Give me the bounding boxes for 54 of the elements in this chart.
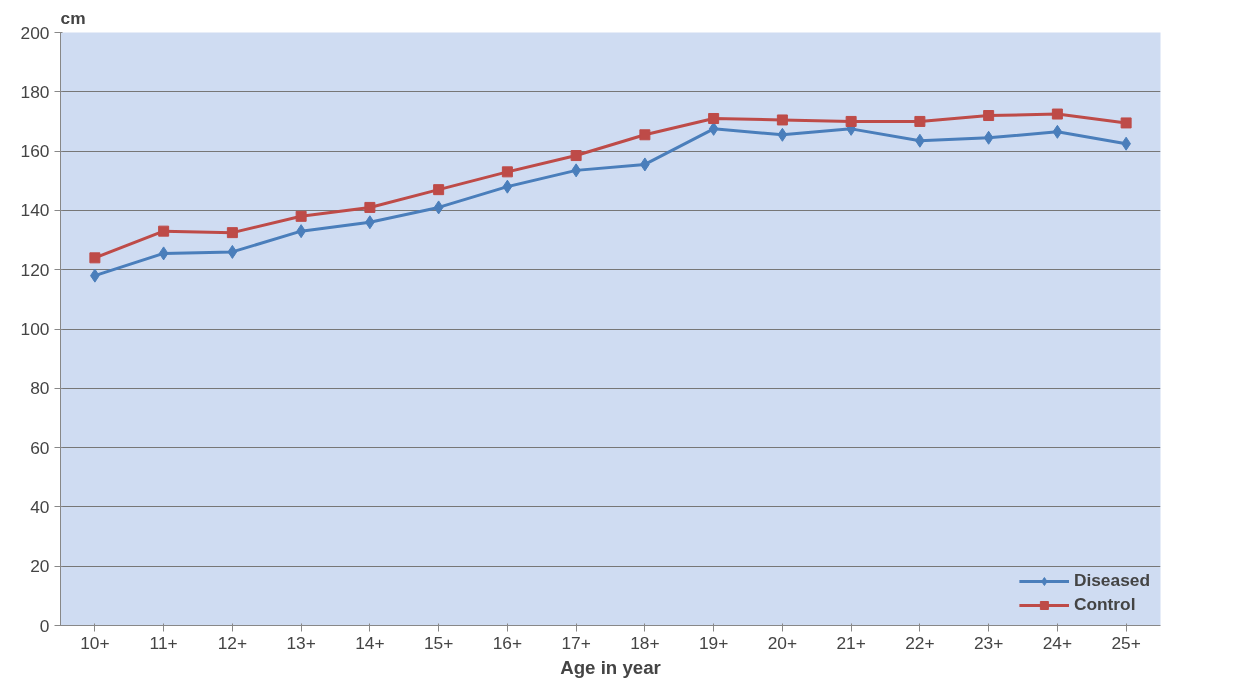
point — [776, 114, 788, 126]
point — [983, 130, 994, 145]
y-tick-label: 60 — [30, 437, 50, 458]
y-tick-label: 100 — [20, 319, 50, 339]
point — [777, 127, 788, 142]
point — [502, 179, 513, 194]
point — [914, 115, 926, 127]
point — [708, 112, 720, 124]
x-tick-label: 22+ — [905, 632, 935, 653]
x-tick-label: 10+ — [80, 632, 110, 653]
point — [364, 201, 376, 213]
point — [1051, 108, 1063, 120]
legend-label: Control — [1073, 594, 1136, 615]
y-tick-label: 200 — [20, 22, 50, 43]
x-tick-label: 14+ — [355, 632, 385, 653]
x-tick-label: 18+ — [630, 632, 660, 653]
point — [226, 227, 238, 239]
point — [501, 166, 513, 178]
point — [158, 225, 170, 237]
point — [158, 246, 169, 261]
point — [433, 200, 444, 215]
y-axis-title: cm — [60, 7, 86, 28]
point — [227, 244, 238, 259]
x-tick-label: 19+ — [698, 632, 729, 653]
point — [845, 115, 857, 127]
x-tick-label: 23+ — [973, 632, 1004, 653]
point — [570, 150, 582, 162]
x-tick-label: 20+ — [767, 632, 798, 653]
point — [1120, 117, 1132, 129]
y-tick-label: 0 — [39, 615, 50, 636]
y-tick-label: 120 — [20, 259, 50, 280]
point — [89, 252, 101, 264]
y-tick-label: 40 — [30, 496, 50, 517]
y-tick-label: 160 — [20, 141, 50, 162]
point — [639, 129, 651, 141]
y-tick-label: 80 — [30, 378, 50, 399]
y-tick-label: 20 — [30, 556, 50, 577]
legend-label: Diseased — [1073, 570, 1150, 591]
x-tick-label: 16+ — [492, 632, 523, 653]
x-tick-label: 12+ — [217, 632, 248, 653]
point — [1052, 124, 1063, 139]
x-tick-label: 15+ — [423, 632, 454, 653]
y-tick-label: 180 — [20, 81, 50, 102]
x-tick-label: 11+ — [149, 632, 178, 653]
x-tick-label: 24+ — [1042, 632, 1073, 653]
x-tick-label: 17+ — [561, 632, 591, 653]
point — [295, 210, 307, 222]
x-tick-label: 21+ — [836, 632, 866, 653]
point — [433, 184, 445, 196]
x-tick-label: 13+ — [286, 632, 316, 653]
y-tick-label: 140 — [20, 200, 50, 221]
x-tick-label: 25+ — [1111, 632, 1141, 653]
point — [983, 110, 995, 122]
x-axis-title: Age in year — [560, 656, 661, 678]
